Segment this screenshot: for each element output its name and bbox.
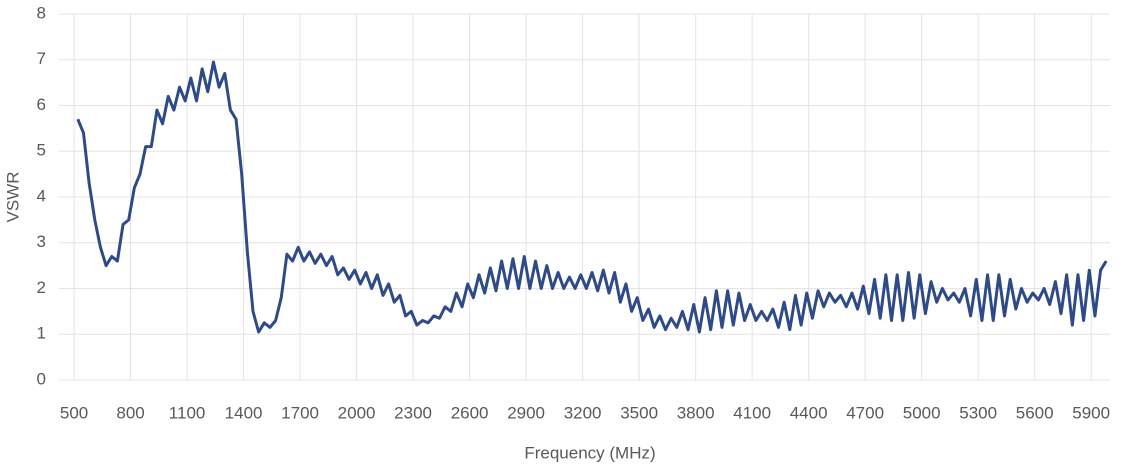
y-tick-label: 0 — [37, 369, 46, 388]
x-tick-label: 4700 — [846, 403, 884, 422]
x-tick-label: 2300 — [394, 403, 432, 422]
x-tick-label: 5000 — [903, 403, 941, 422]
x-tick-label: 3500 — [620, 403, 658, 422]
x-tick-label: 1100 — [169, 403, 206, 422]
x-tick-label: 2600 — [451, 403, 489, 422]
data-line — [76, 60, 1108, 334]
x-tick-label: 5600 — [1016, 403, 1054, 422]
x-tick-label: 1400 — [225, 403, 263, 422]
x-axis-title: Frequency (MHz) — [524, 443, 655, 462]
y-tick-label: 7 — [37, 49, 46, 68]
y-tick-label: 1 — [37, 324, 46, 343]
x-tick-label: 5900 — [1072, 403, 1110, 422]
x-tick-label: 800 — [116, 403, 144, 422]
x-tick-label: 4100 — [733, 403, 771, 422]
x-tick-label: 500 — [60, 403, 88, 422]
y-tick-label: 5 — [37, 141, 46, 160]
x-tick-label: 3200 — [564, 403, 602, 422]
x-tick-label: 2000 — [338, 403, 376, 422]
y-tick-label: 8 — [37, 3, 46, 22]
x-tick-label: 2900 — [507, 403, 545, 422]
y-axis-title: VSWR — [3, 172, 22, 223]
y-tick-label: 4 — [37, 186, 46, 205]
x-tick-label: 4400 — [790, 403, 828, 422]
y-tick-label: 2 — [37, 278, 46, 297]
x-tick-label: 3800 — [677, 403, 715, 422]
y-tick-label: 3 — [37, 232, 46, 251]
y-tick-label: 6 — [37, 95, 46, 114]
x-tick-label: 1700 — [281, 403, 319, 422]
x-tick-label: 5300 — [959, 403, 997, 422]
